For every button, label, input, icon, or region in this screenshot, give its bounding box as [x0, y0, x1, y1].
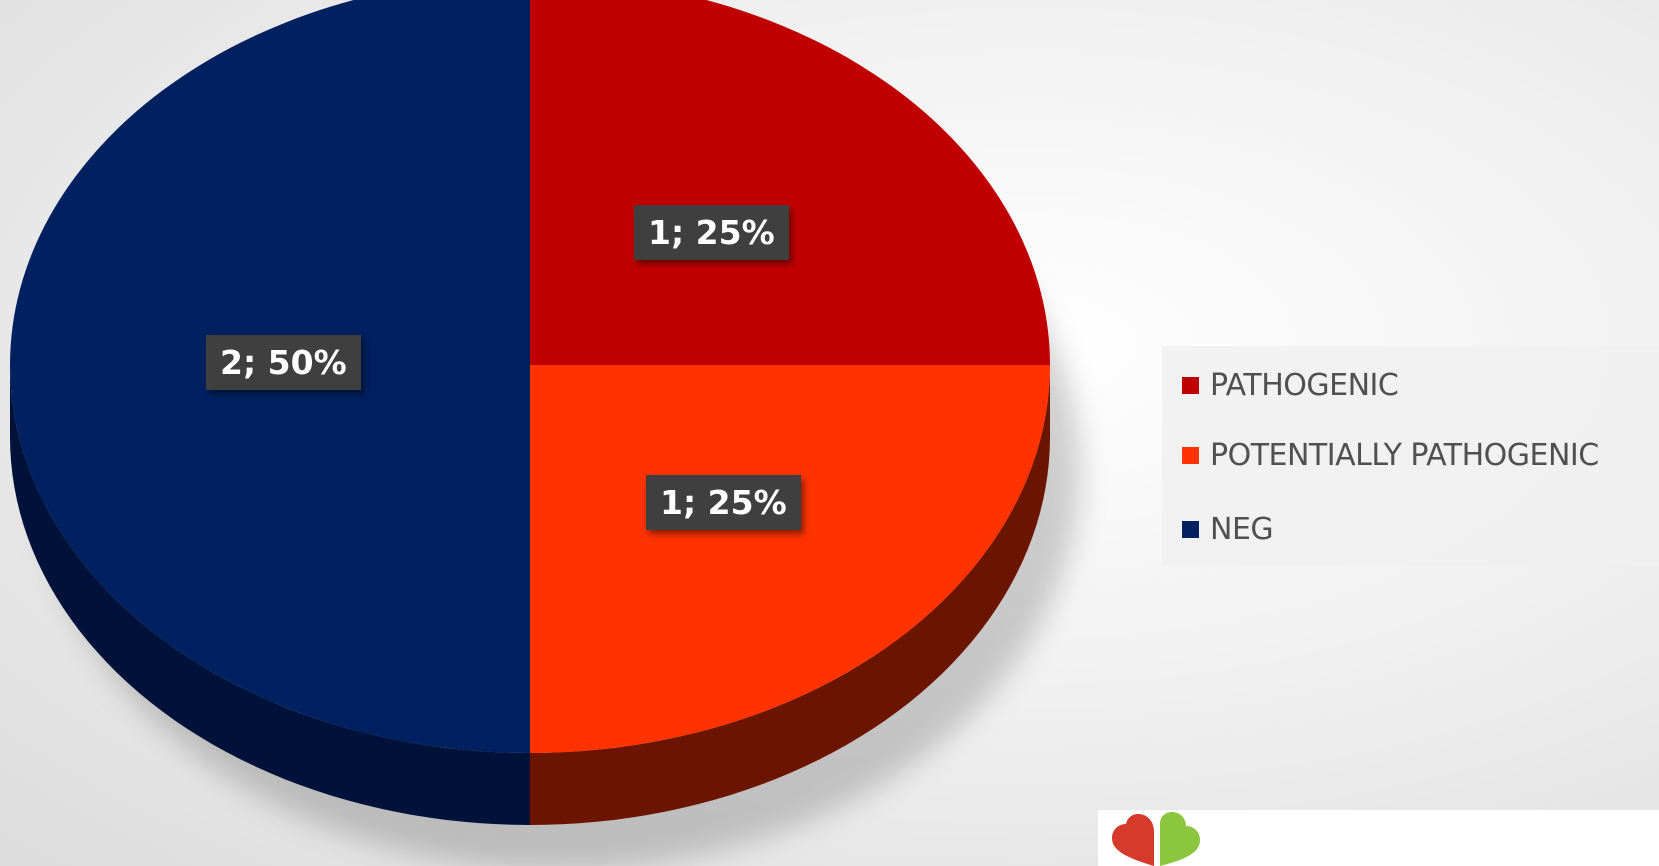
legend-item-potentially-pathogenic: POTENTIALLY PATHOGENIC: [1182, 438, 1599, 473]
legend-swatch-pathogenic: [1182, 377, 1199, 394]
legend-label-potentially-pathogenic: POTENTIALLY PATHOGENIC: [1210, 438, 1599, 473]
legend-swatch-potentially-pathogenic: [1182, 447, 1199, 464]
pie-side-neg: [10, 365, 530, 825]
logo-mark-icon: [1112, 812, 1200, 866]
data-label-potentially-pathogenic: 1; 25%: [646, 475, 801, 530]
legend-label-pathogenic: PATHOGENIC: [1210, 368, 1399, 403]
pie-slice-potentially-pathogenic: [530, 365, 1050, 753]
logo: [1098, 810, 1659, 866]
pie-slices: [10, 0, 1050, 753]
legend-item-neg: NEG: [1182, 512, 1274, 547]
chart-legend: PATHOGENIC POTENTIALLY PATHOGENIC NEG: [1162, 346, 1659, 566]
legend-item-pathogenic: PATHOGENIC: [1182, 368, 1399, 403]
legend-swatch-neg: [1182, 521, 1199, 538]
legend-label-neg: NEG: [1210, 512, 1274, 547]
pie-depth: [10, 365, 1050, 825]
pie-side-potentially-pathogenic: [530, 365, 1050, 825]
data-label-neg: 2; 50%: [206, 335, 361, 390]
pie-slice-pathogenic: [530, 0, 1050, 365]
data-label-pathogenic: 1; 25%: [634, 205, 789, 260]
